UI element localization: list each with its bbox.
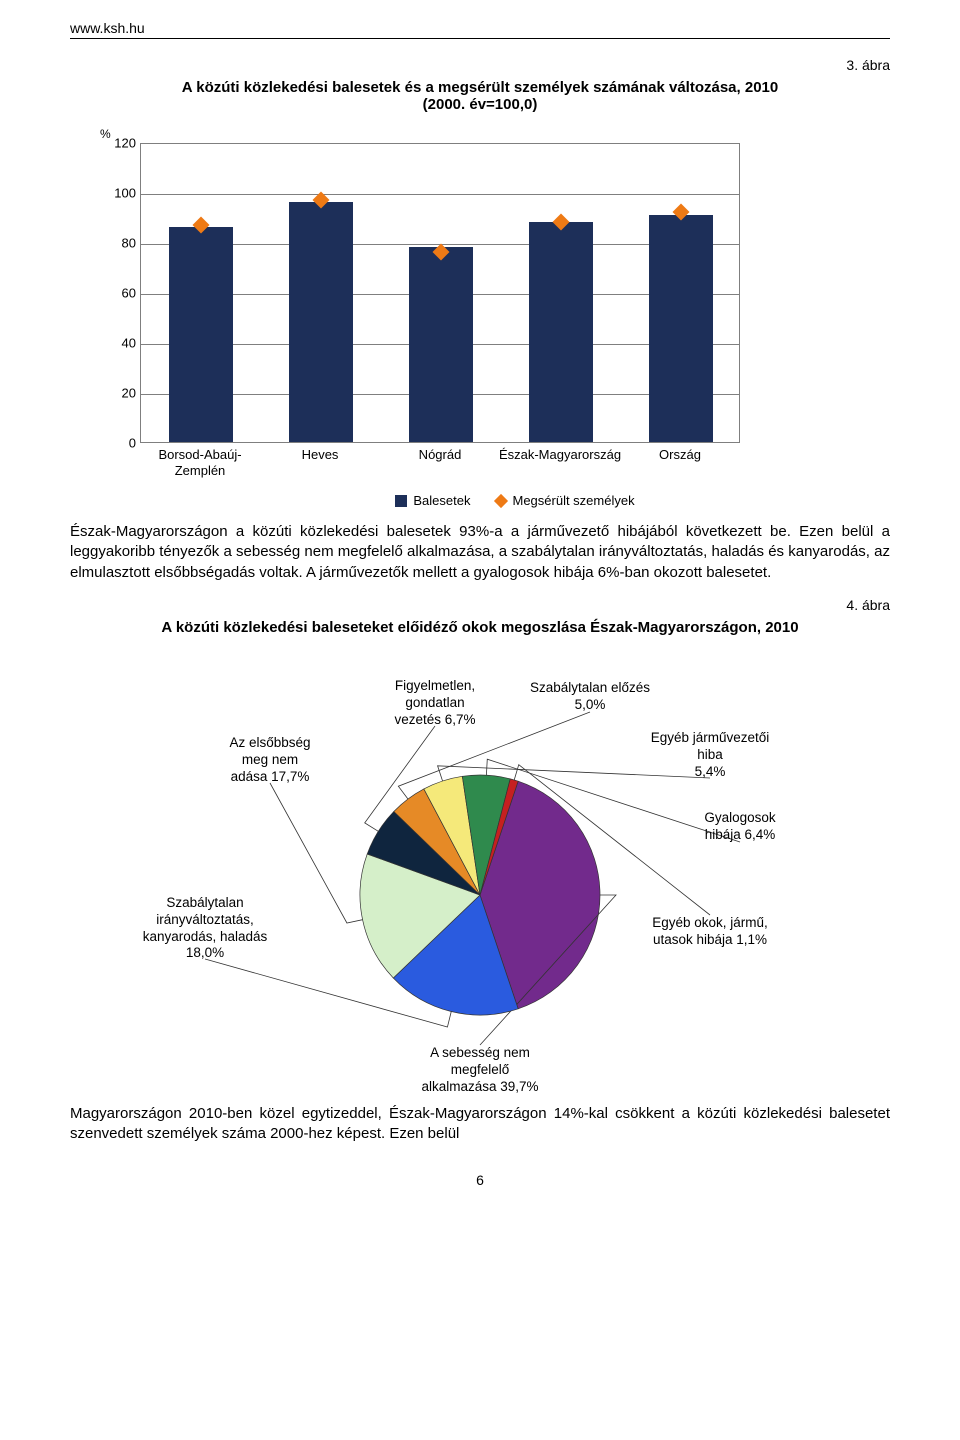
square-icon (395, 495, 407, 507)
legend-marker-label: Megsérült személyek (512, 493, 634, 508)
y-tick-label: 80 (100, 236, 136, 251)
y-tick-label: 120 (100, 136, 136, 151)
y-axis-unit: % (100, 127, 890, 141)
page-number: 6 (70, 1172, 890, 1188)
bar (529, 222, 593, 442)
y-tick-label: 40 (100, 336, 136, 351)
pie-label: Gyalogosok hibája 6,4% (704, 810, 775, 844)
y-tick-label: 100 (100, 186, 136, 201)
figure-4-label: 4. ábra (70, 597, 890, 613)
pie-label: Az elsőbbség meg nem adása 17,7% (229, 735, 310, 786)
x-tick-label: Észak-Magyarország (499, 447, 621, 463)
pie-label: A sebesség nem megfelelő alkalmazása 39,… (421, 1045, 538, 1096)
bar-chart: % 0 20 40 60 80 100 120 Borsod-Abaúj-Zemplén He… (100, 127, 890, 508)
y-tick-label: 60 (100, 286, 136, 301)
x-tick-label: Heves (302, 447, 339, 463)
pie-label: Egyéb okok, jármű, utasok hibája 1,1% (652, 915, 768, 949)
x-tick-label: Nógrád (419, 447, 462, 463)
bar (409, 247, 473, 442)
diamond-icon (494, 493, 508, 507)
pie-chart-title: A közúti közlekedési baleseteket előidéz… (70, 619, 890, 636)
pie-label: Szabálytalan irányváltoztatás, kanyarodá… (143, 895, 268, 963)
figure-3-label: 3. ábra (70, 57, 890, 73)
site-url: www.ksh.hu (70, 20, 890, 39)
legend-bar-label: Balesetek (413, 493, 470, 508)
y-tick-label: 20 (100, 386, 136, 401)
legend-balesetek: Balesetek (395, 493, 470, 508)
paragraph-1: Észak-Magyarországon a közúti közlekedés… (70, 522, 890, 583)
legend-megserult: Megsérült személyek (496, 493, 634, 508)
x-tick-label: Borsod-Abaúj-Zemplén (158, 447, 241, 478)
pie-label: Szabálytalan előzés 5,0% (530, 680, 650, 714)
y-tick-label: 0 (100, 436, 136, 451)
pie-chart: A sebesség nem megfelelő alkalmazása 39,… (70, 660, 890, 1090)
bar-chart-legend: Balesetek Megsérült személyek (140, 493, 890, 508)
bar (169, 227, 233, 442)
pie-label: Egyéb járművezetői hiba 5,4% (651, 730, 770, 781)
bar (289, 202, 353, 442)
bar (649, 215, 713, 443)
paragraph-2: Magyarországon 2010-ben közel egytizedde… (70, 1104, 890, 1145)
bar-chart-title: A közúti közlekedési balesetek és a megs… (70, 79, 890, 113)
pie-label: Figyelmetlen, gondatlan vezetés 6,7% (394, 678, 475, 729)
x-tick-label: Ország (659, 447, 701, 463)
